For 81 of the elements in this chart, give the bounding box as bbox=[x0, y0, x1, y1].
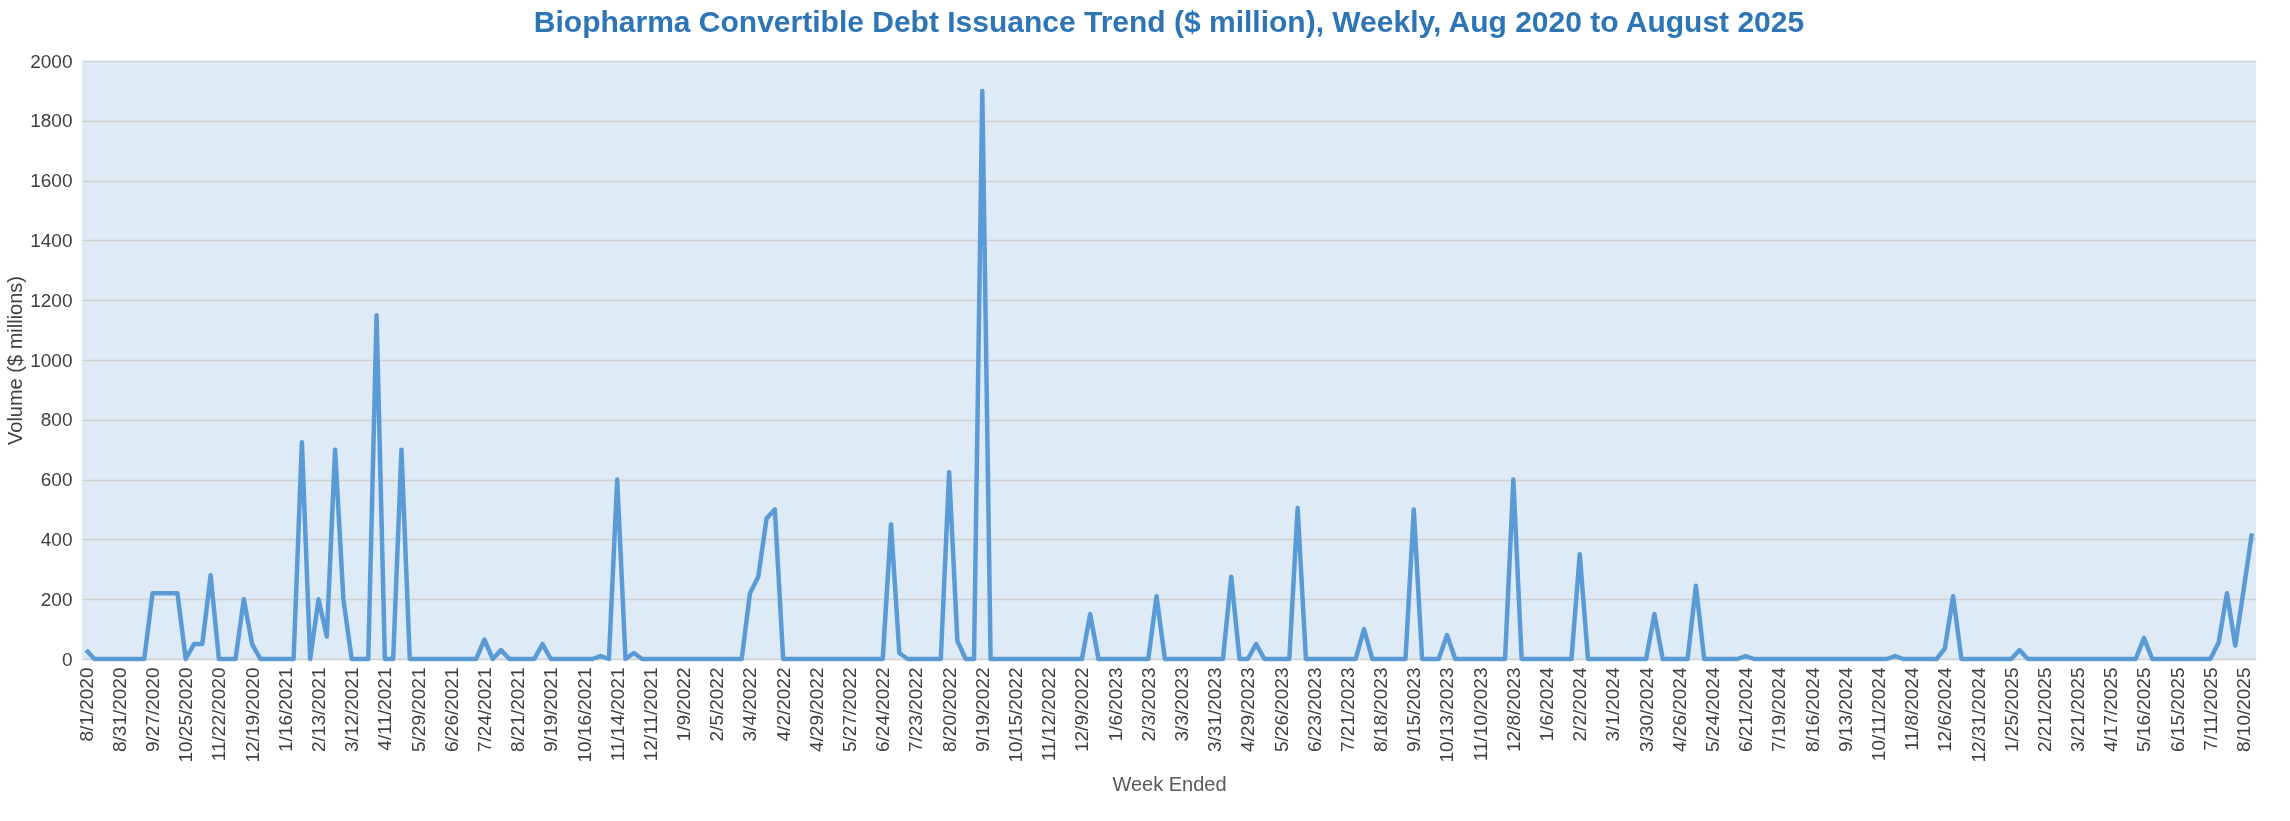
x-tick-label: 12/9/2022 bbox=[1071, 667, 1093, 753]
x-tick-label: 8/18/2023 bbox=[1370, 667, 1392, 753]
x-tick-label: 5/24/2024 bbox=[1702, 667, 1723, 753]
y-tick-label: 0 bbox=[61, 648, 73, 670]
x-tick-label: 8/1/2020 bbox=[75, 667, 97, 742]
y-tick-label: 1200 bbox=[30, 289, 73, 311]
x-tick-label: 5/27/2022 bbox=[839, 667, 861, 753]
x-tick-label: 4/11/2021 bbox=[374, 667, 396, 751]
x-tick-label: 9/13/2024 bbox=[1834, 667, 1856, 753]
x-tick-label: 11/14/2021 bbox=[606, 667, 628, 762]
x-tick-label: 2/5/2022 bbox=[706, 667, 728, 742]
y-tick-label: 1000 bbox=[30, 349, 73, 371]
x-tick-label: 8/16/2024 bbox=[1801, 667, 1823, 753]
y-tick-label: 600 bbox=[40, 469, 73, 491]
x-tick-label: 3/12/2021 bbox=[341, 667, 363, 753]
x-tick-label: 1/6/2023 bbox=[1104, 667, 1126, 742]
x-tick-label: 10/13/2023 bbox=[1436, 667, 1458, 763]
x-tick-label: 4/17/2025 bbox=[2100, 667, 2122, 753]
line-series bbox=[83, 88, 2255, 662]
y-tick-label: 2000 bbox=[30, 50, 73, 72]
x-tick-label: 1/6/2024 bbox=[1536, 667, 1558, 742]
x-tick-label: 2/13/2021 bbox=[307, 667, 329, 753]
x-tick-label: 7/24/2021 bbox=[473, 667, 495, 753]
x-tick-label: 7/19/2024 bbox=[1768, 667, 1790, 753]
x-tick-label: 1/16/2021 bbox=[274, 667, 296, 753]
x-tick-label: 3/1/2024 bbox=[1602, 667, 1624, 742]
x-tick-label: 3/3/2023 bbox=[1170, 667, 1192, 742]
x-tick-label: 11/8/2024 bbox=[1901, 667, 1923, 751]
x-tick-label: 8/31/2020 bbox=[108, 667, 130, 753]
x-tick-label: 7/21/2023 bbox=[1336, 667, 1358, 753]
x-tick-label: 9/19/2022 bbox=[971, 667, 993, 753]
x-tick-label: 3/4/2022 bbox=[739, 667, 761, 742]
x-tick-label: 4/26/2024 bbox=[1668, 667, 1690, 753]
x-axis-title: Week Ended bbox=[1112, 772, 1227, 795]
x-tick-label: 12/19/2020 bbox=[241, 667, 263, 763]
x-tick-label: 7/23/2022 bbox=[905, 667, 927, 753]
x-tick-label: 12/6/2024 bbox=[1934, 667, 1956, 753]
y-tick-label: 1800 bbox=[30, 110, 73, 132]
x-tick-label: 11/22/2020 bbox=[208, 667, 230, 762]
x-tick-label: 7/11/2025 bbox=[2199, 667, 2221, 751]
x-tick-label: 5/16/2025 bbox=[2133, 667, 2155, 753]
x-tick-label: 8/10/2025 bbox=[2233, 667, 2255, 753]
x-tick-label: 11/10/2023 bbox=[1469, 667, 1491, 762]
y-axis-title: Volume ($ millions) bbox=[4, 276, 27, 445]
x-tick-label: 6/26/2021 bbox=[440, 667, 462, 753]
x-tick-label: 10/11/2024 bbox=[1867, 667, 1889, 762]
x-tick-label: 3/21/2025 bbox=[2067, 667, 2089, 753]
chart-title: Biopharma Convertible Debt Issuance Trend ($ million), Weekly, Aug 2020 to August 2025 bbox=[533, 5, 1805, 38]
x-tick-label: 3/30/2024 bbox=[1635, 667, 1657, 753]
y-tick-label: 400 bbox=[40, 528, 73, 550]
x-tick-label: 2/3/2023 bbox=[1137, 667, 1159, 742]
x-tick-label: 10/16/2021 bbox=[573, 667, 595, 763]
x-tick-label: 12/8/2023 bbox=[1502, 667, 1524, 753]
x-tick-label: 10/25/2020 bbox=[175, 667, 197, 763]
x-tick-label: 2/2/2024 bbox=[1569, 667, 1591, 742]
x-tick-label: 9/27/2020 bbox=[142, 667, 164, 753]
x-tick-label: 8/21/2021 bbox=[507, 667, 529, 753]
y-tick-label: 200 bbox=[40, 588, 73, 610]
x-tick-label: 4/29/2022 bbox=[805, 667, 827, 753]
x-tick-label: 1/9/2022 bbox=[673, 667, 695, 742]
x-tick-label: 5/29/2021 bbox=[407, 667, 429, 753]
y-tick-label: 1600 bbox=[30, 170, 73, 192]
x-tick-label: 11/12/2022 bbox=[1038, 667, 1060, 762]
x-tick-label: 9/19/2021 bbox=[540, 667, 562, 753]
x-tick-label: 6/24/2022 bbox=[872, 667, 894, 753]
x-tick-label: 6/23/2023 bbox=[1303, 667, 1325, 753]
x-tick-label: 2/21/2025 bbox=[2033, 667, 2055, 753]
x-tick-label: 1/25/2025 bbox=[2000, 667, 2022, 753]
x-tick-label: 9/15/2023 bbox=[1403, 667, 1425, 753]
x-tick-label: 5/26/2023 bbox=[1270, 667, 1292, 753]
x-tick-label: 8/20/2022 bbox=[938, 667, 960, 753]
x-tick-label: 4/2/2022 bbox=[772, 667, 794, 742]
x-tick-label: 4/29/2023 bbox=[1237, 667, 1259, 753]
x-tick-label: 10/15/2022 bbox=[1004, 667, 1026, 763]
x-tick-label: 6/21/2024 bbox=[1735, 667, 1757, 753]
y-tick-label: 800 bbox=[40, 409, 73, 431]
x-tick-label: 12/31/2024 bbox=[1967, 667, 1989, 763]
x-tick-label: 12/11/2021 bbox=[639, 667, 661, 762]
x-tick-label: 6/15/2025 bbox=[2166, 667, 2188, 753]
x-tick-label: 3/31/2023 bbox=[1204, 667, 1226, 753]
y-tick-label: 1400 bbox=[30, 229, 73, 251]
